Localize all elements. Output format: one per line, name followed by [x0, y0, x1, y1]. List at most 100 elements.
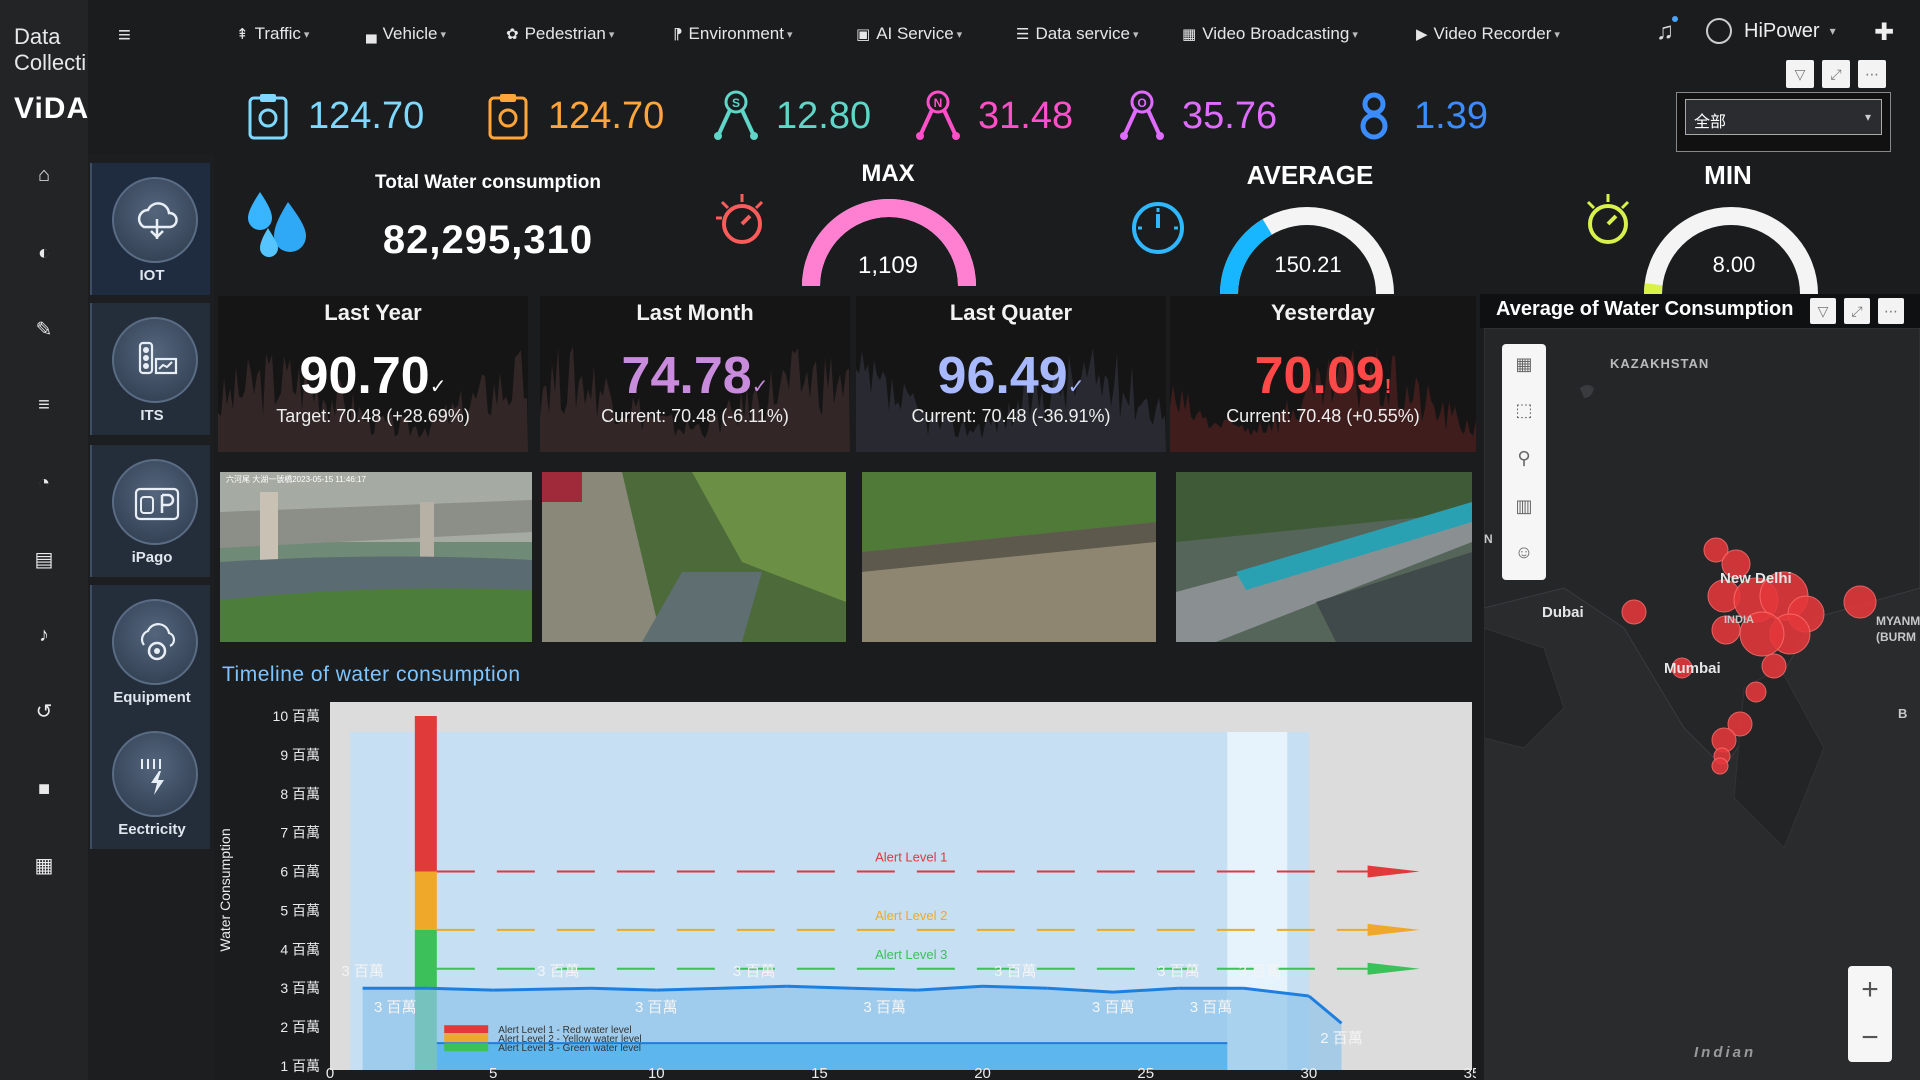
expand-icon[interactable]: ⤢: [1822, 60, 1850, 88]
y-tick-label: 5 百萬: [280, 902, 320, 918]
map-label: MYANM: [1876, 614, 1920, 628]
consumption-bubble: [1745, 681, 1767, 703]
category-label: Equipment: [113, 689, 191, 706]
series-segment: [1243, 986, 1310, 998]
filter-icon[interactable]: ▽: [1786, 60, 1814, 88]
map-label: INDIA: [1724, 614, 1754, 626]
gauge-min-panel: MIN 8.00: [1478, 152, 1920, 295]
camera-feed-blue-bridge[interactable]: [1176, 472, 1472, 642]
x-tick-label: 25: [1137, 1065, 1154, 1080]
timeline-chart: Alert Level 1 Alert Level 2 Alert Level 3 3…: [214, 690, 1480, 1080]
x-tick-label: 30: [1301, 1065, 1318, 1080]
map-icon[interactable]: ▤: [34, 548, 54, 571]
camera-icon[interactable]: ■: [37, 777, 51, 800]
lightning-icon: [112, 731, 198, 817]
zoom-in-button[interactable]: +: [1861, 973, 1879, 1006]
more-icon[interactable]: ⋯: [1878, 298, 1904, 324]
point-label: 3 百萬: [1157, 963, 1200, 980]
node-8-icon: [1360, 92, 1388, 140]
consumption-bubble: [1843, 585, 1877, 619]
expand-icon[interactable]: ⤢: [1844, 298, 1870, 324]
nav-ai-service[interactable]: ▣ AI Service ▾: [856, 24, 963, 43]
stat-head: Last Month: [636, 300, 754, 325]
map-label: Dubai: [1542, 604, 1584, 621]
svg-text:O: O: [1137, 96, 1146, 110]
notification-bell-icon[interactable]: ♫: [1656, 16, 1678, 46]
stopwatch-icon: [716, 194, 764, 244]
plugin-icon[interactable]: ✚: [1874, 19, 1895, 46]
x-tick-label: 20: [974, 1065, 991, 1080]
select-rectangle-icon[interactable]: ⬚: [1515, 400, 1533, 420]
map-title: Average of Water Consumption: [1496, 298, 1794, 320]
more-icon[interactable]: ⋯: [1858, 60, 1886, 88]
grid-icon: ▦: [1182, 26, 1197, 43]
history-icon[interactable]: ↺: [35, 700, 53, 723]
stat-sub: Current: 70.48 (-36.91%): [911, 406, 1111, 426]
chevron-down-icon: ▾: [608, 28, 615, 41]
y-tick-label: 3 百萬: [280, 980, 320, 996]
metric-value: 35.76: [1182, 94, 1278, 137]
nav-traffic[interactable]: ⇞ Traffic ▾: [236, 24, 310, 43]
camera-feed-ditch-leaves[interactable]: [862, 472, 1156, 642]
home-icon[interactable]: ⌂: [37, 163, 51, 186]
series-segment: [852, 986, 918, 992]
chevron-down-icon: ▾: [956, 28, 963, 41]
qr-code-icon[interactable]: ▦: [1515, 354, 1533, 374]
database-icon[interactable]: ≡: [38, 393, 50, 416]
map-label: New Delhi: [1720, 570, 1792, 587]
stat-background-wave: [540, 346, 850, 452]
camera-feed-channel-grass[interactable]: [542, 472, 846, 642]
nav-video-broadcasting[interactable]: ▦ Video Broadcasting ▾: [1182, 24, 1358, 43]
wrench-icon[interactable]: ✎: [35, 318, 53, 341]
map-view[interactable]: KAZAKHSTAN Dubai New Delhi Mumbai INDIA …: [1484, 328, 1920, 1080]
zoom-out-button[interactable]: −: [1861, 1021, 1879, 1054]
metric-value: 1.39: [1414, 94, 1488, 137]
consumption-bubble: [1761, 653, 1787, 679]
category-label: Eectricity: [118, 821, 186, 838]
consumption-bubble: [1671, 657, 1693, 679]
alert-arrow: [1367, 865, 1420, 878]
category-ipago[interactable]: iPago: [90, 445, 210, 577]
filter-icon[interactable]: ▽: [1810, 298, 1836, 324]
nav-pedestrian[interactable]: ✿ Pedestrian ▾: [506, 24, 615, 43]
database-icon: ☰: [1016, 26, 1030, 43]
calendar-icon[interactable]: ▦: [34, 854, 54, 877]
consumption-bubble: [1711, 615, 1741, 645]
toggle-icon[interactable]: ◐: [37, 241, 51, 264]
stat-value: 70.09!: [1254, 347, 1392, 405]
nav-data-service[interactable]: ☰ Data service ▾: [1016, 24, 1139, 43]
nav-environment[interactable]: ⁋ Environment ▾: [673, 24, 793, 43]
iot-cloud-icon: [112, 177, 198, 263]
category-electricity[interactable]: Eectricity: [90, 717, 210, 849]
stat-head: Yesterday: [1271, 300, 1375, 325]
alarm-bell-icon[interactable]: ♪: [39, 623, 49, 646]
x-tick-label: 0: [326, 1065, 334, 1080]
brand-logo[interactable]: ViDA: [14, 92, 90, 125]
alert-strip-red: [414, 716, 437, 872]
map-label: B: [1898, 706, 1908, 721]
series-segment: [1307, 994, 1343, 1025]
camera-feed-bridge-gauge[interactable]: 六河尾 大湖一號橋2023-05-15 11:46:17: [220, 472, 532, 642]
category-equipment[interactable]: Equipment: [90, 585, 210, 717]
chevron-down-icon: ▾: [786, 28, 793, 41]
nav-vehicle[interactable]: ▄ Vehicle ▾: [366, 24, 446, 43]
total-consumption-panel: Total Water consumption 82,295,310: [218, 152, 626, 292]
legend-entry: Alert Level 2 - Yellow water level: [498, 1034, 641, 1045]
alert-label: Alert Level 3: [875, 947, 947, 962]
dashboard-gauge-icon[interactable]: ◔: [37, 471, 51, 494]
bar-chart-icon[interactable]: ▥: [1515, 496, 1533, 516]
map-base: [1484, 328, 1920, 1080]
nav-video-recorder[interactable]: ▶ Video Recorder ▾: [1416, 24, 1560, 43]
gauge-max-panel: MAX 1,109: [628, 152, 1046, 292]
category-iot[interactable]: IOT: [90, 163, 210, 295]
video-icon: ▶: [1416, 26, 1428, 43]
search-icon[interactable]: ⚲: [1517, 448, 1531, 468]
speedometer-icon: [1132, 202, 1184, 254]
hamburger-menu-icon[interactable]: ≡: [118, 22, 131, 47]
user-menu[interactable]: HiPower ▾: [1706, 18, 1836, 44]
category-its[interactable]: ITS: [90, 303, 210, 435]
pedestrian-icon: ✿: [506, 26, 519, 43]
region-select[interactable]: 全部 ▾: [1685, 99, 1882, 135]
person-icon[interactable]: ☺: [1514, 542, 1534, 562]
